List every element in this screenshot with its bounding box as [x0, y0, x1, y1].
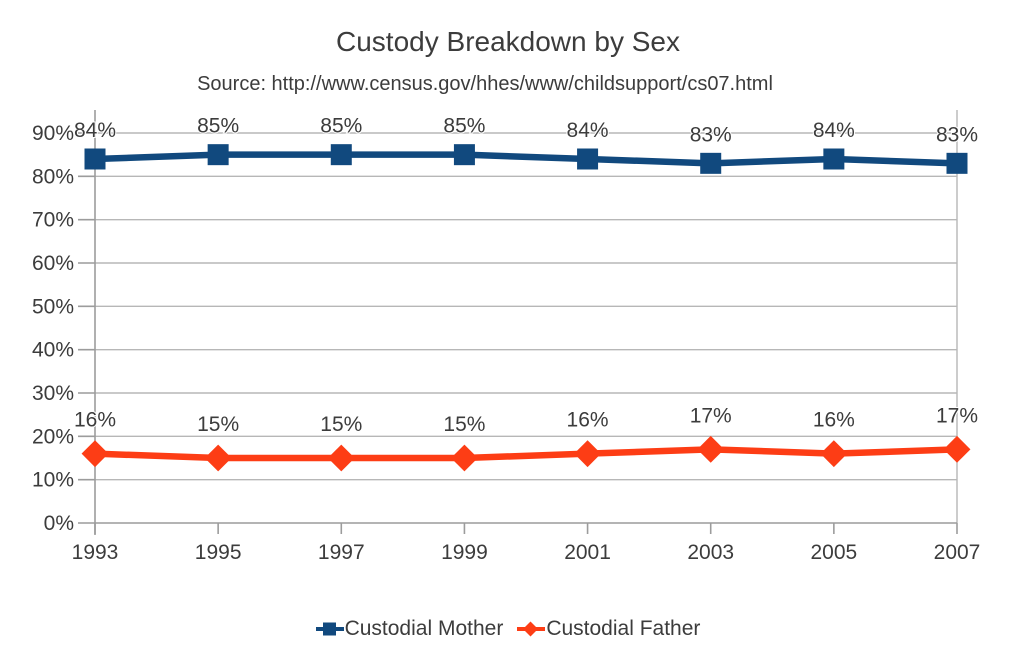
data-point-marker	[327, 444, 355, 472]
data-point-marker	[574, 440, 602, 468]
y-tick-label: 10%	[32, 469, 74, 492]
data-label: 83%	[936, 123, 978, 146]
y-tick-label: 60%	[32, 252, 74, 275]
legend-item-custodial-father: Custodial Father	[517, 617, 700, 641]
chart-title: Custody Breakdown by Sex	[336, 26, 680, 57]
data-point-marker	[207, 144, 229, 166]
data-point-marker	[700, 152, 722, 174]
x-tick-label: 2003	[687, 541, 734, 564]
y-tick-label: 40%	[32, 339, 74, 362]
diamond-marker-icon	[517, 621, 546, 637]
data-label: 16%	[74, 409, 116, 432]
x-tick-label: 1999	[441, 541, 488, 564]
y-tick-label: 90%	[32, 122, 74, 145]
data-point-marker	[823, 148, 845, 170]
data-point-marker	[81, 440, 109, 468]
data-point-marker	[943, 435, 971, 463]
data-label: 16%	[567, 409, 609, 432]
y-tick-label: 30%	[32, 382, 74, 405]
data-label: 16%	[813, 409, 855, 432]
data-point-marker	[84, 148, 106, 170]
data-point-marker	[697, 435, 725, 463]
data-point-marker	[450, 444, 478, 472]
data-label: 84%	[813, 119, 855, 142]
data-point-marker	[204, 444, 232, 472]
x-tick-label: 2007	[934, 541, 981, 564]
data-label: 84%	[567, 119, 609, 142]
data-point-marker	[453, 144, 475, 166]
data-label: 17%	[936, 404, 978, 427]
x-tick-label: 2005	[810, 541, 857, 564]
y-tick-label: 0%	[44, 512, 74, 535]
data-label: 15%	[197, 413, 239, 436]
y-tick-label: 80%	[32, 165, 74, 188]
series-line-custodial-father	[91, 446, 961, 462]
data-label: 83%	[690, 123, 732, 146]
data-point-marker	[330, 144, 352, 166]
legend-label-father: Custodial Father	[546, 617, 701, 640]
data-label: 17%	[690, 404, 732, 427]
data-label: 85%	[197, 115, 239, 138]
x-tick-label: 1993	[72, 541, 119, 564]
legend-label-mother: Custodial Mother	[344, 617, 504, 640]
square-marker-icon	[315, 621, 344, 637]
data-point-marker	[577, 148, 599, 170]
x-tick-label: 1997	[318, 541, 365, 564]
data-label: 85%	[443, 115, 485, 138]
x-tick-label: 2001	[564, 541, 611, 564]
legend: Custodial Mother Custodial Father	[0, 617, 1016, 641]
x-tick-label: 1995	[195, 541, 242, 564]
y-tick-label: 20%	[32, 425, 74, 448]
data-point-marker	[946, 152, 968, 174]
data-label: 85%	[320, 115, 362, 138]
data-point-marker	[820, 440, 848, 468]
legend-item-custodial-mother: Custodial Mother	[315, 617, 504, 641]
y-tick-label: 70%	[32, 209, 74, 232]
series-line-custodial-mother	[91, 151, 961, 167]
data-label: 15%	[320, 413, 362, 436]
data-label: 84%	[74, 119, 116, 142]
chart-subtitle: Source: http://www.census.gov/hhes/www/c…	[197, 73, 773, 95]
data-label: 15%	[443, 413, 485, 436]
y-tick-label: 50%	[32, 295, 74, 318]
